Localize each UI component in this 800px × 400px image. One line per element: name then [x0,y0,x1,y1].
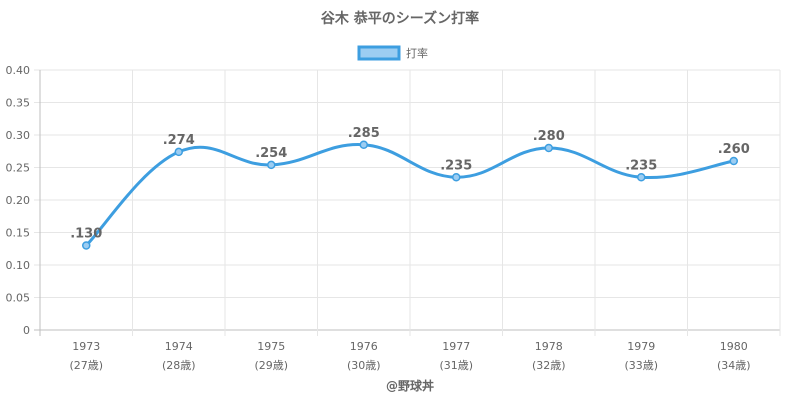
data-point [174,147,183,157]
y-tick-label: 0.25 [6,162,31,175]
data-label: .235 [440,158,472,173]
data-point [544,143,553,153]
data-point [267,160,276,170]
credit-text: @野球丼 [386,378,434,393]
y-tick-label: 0.15 [6,227,31,240]
x-tick-sublabel: (28歳) [162,359,196,372]
data-label: .130 [70,227,102,242]
x-tick-sublabel: (29歳) [254,359,288,372]
y-tick-label: 0.10 [6,259,31,272]
x-tick-label: 1973 [72,340,100,353]
y-tick-label: 0.35 [6,97,31,110]
chart-title: 谷木 恭平のシーズン打率 [321,10,479,27]
data-point [82,241,91,250]
y-tick-label: 0.05 [6,292,31,305]
y-tick-label: 0.30 [6,129,31,142]
data-point [637,173,646,182]
legend-label: 打率 [406,46,428,60]
y-tick-label: 0.20 [6,194,31,207]
legend[interactable]: 打率 [357,45,428,61]
x-tick-label: 1979 [627,340,655,353]
data-label: .280 [533,129,565,144]
x-tick-sublabel: (33歳) [624,359,658,372]
data-label: .274 [163,133,195,148]
data-label: .285 [348,126,380,141]
x-tick-label: 1975 [257,340,285,353]
x-tick-sublabel: (31歳) [439,359,473,372]
legend-swatch [357,45,401,61]
x-tick-sublabel: (32歳) [532,359,566,372]
x-tick-label: 1976 [350,340,378,353]
x-tick-sublabel: (34歳) [717,359,751,372]
data-point [729,156,738,166]
data-label: .260 [718,142,750,157]
x-tick-label: 1977 [442,340,470,353]
y-tick-label: 0.40 [6,64,31,77]
x-tick-label: 1978 [535,340,563,353]
x-tick-label: 1980 [720,340,748,353]
x-tick-label: 1974 [165,340,193,353]
y-tick-label: 0 [23,324,30,337]
data-point [359,140,368,149]
x-tick-sublabel: (27歳) [69,359,103,372]
data-label: .254 [255,146,287,161]
x-tick-sublabel: (30歳) [347,359,381,372]
data-point [452,173,461,182]
data-label: .235 [625,158,657,173]
